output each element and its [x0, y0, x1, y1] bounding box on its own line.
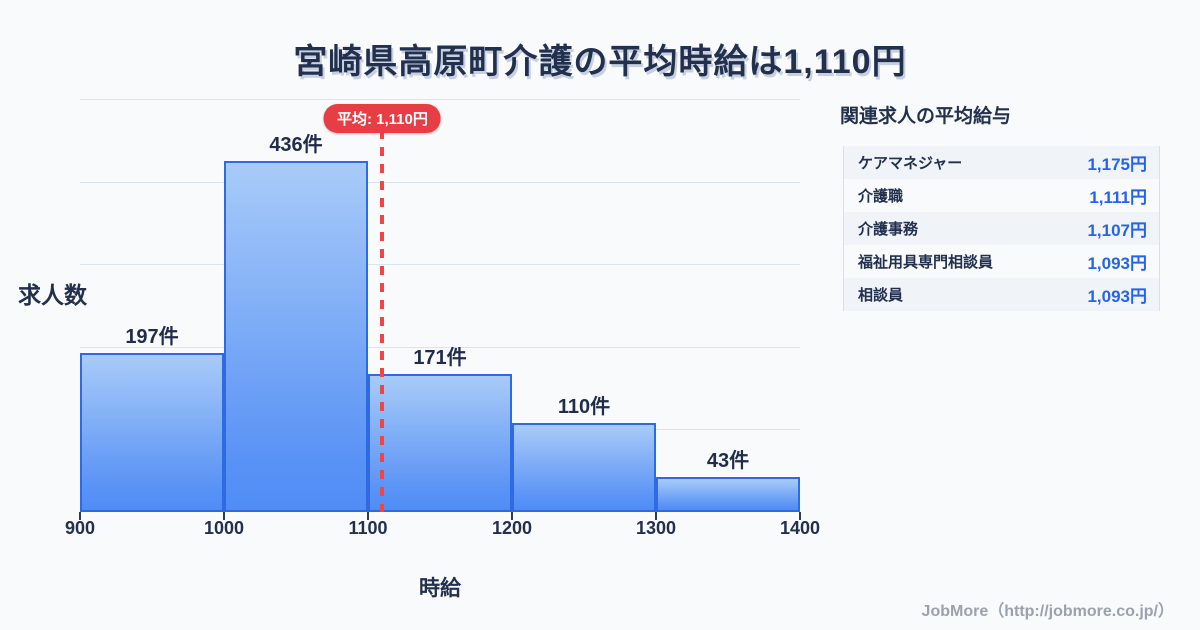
related-job-label: 介護事務 [858, 221, 919, 238]
related-job-value: 1,111円 [1089, 188, 1147, 207]
related-job-row: 福祉用具専門相談員 1,093円 [844, 245, 1159, 278]
gridline [80, 346, 800, 348]
bar-value-label: 171件 [413, 347, 467, 369]
related-job-label: ケアマネジャー [858, 155, 963, 172]
related-job-row: ケアマネジャー 1,175円 [844, 146, 1159, 179]
related-job-value: 1,093円 [1087, 254, 1147, 273]
gridline [80, 181, 800, 183]
y-axis-label: 求人数 [18, 282, 87, 308]
related-job-row: 相談員 1,093円 [844, 278, 1159, 311]
side-panel-title: 関連求人の平均給与 [840, 106, 1012, 127]
histogram-bar [512, 423, 656, 512]
related-job-label: 介護職 [858, 188, 904, 205]
gridline [80, 99, 800, 100]
x-axis-tick [655, 512, 657, 520]
x-axis-tick-label: 1400 [779, 518, 821, 538]
related-job-label: 相談員 [858, 287, 904, 304]
related-job-value: 1,107円 [1087, 221, 1147, 240]
x-axis-tick-label: 1000 [203, 518, 245, 538]
x-axis-tick-label: 1100 [348, 518, 388, 538]
bar-value-label: 110件 [557, 396, 611, 418]
mean-value-badge: 平均: 1,110円 [323, 104, 441, 133]
histogram-bar [368, 374, 512, 512]
histogram-plot-area: 197件 436件 171件 110件 43件 900 1000 1100 1200 1300 14… [65, 99, 820, 538]
related-job-label: 福祉用具専門相談員 [858, 254, 994, 271]
related-job-row: 介護職 1,111円 [844, 179, 1159, 212]
histogram-bar [80, 353, 224, 512]
x-axis-tick [223, 512, 225, 520]
x-axis-tick [511, 512, 513, 520]
histogram-bar [656, 477, 800, 512]
x-axis-tick [799, 512, 801, 520]
x-axis-label: 時給 [419, 577, 461, 600]
bar-value-label: 197件 [125, 326, 179, 348]
x-axis-tick-label: 1200 [491, 518, 533, 538]
footer-credit: JobMore（http://jobmore.co.jp/） [921, 603, 1174, 620]
x-axis-tick [79, 512, 81, 520]
related-job-value: 1,175円 [1087, 155, 1147, 174]
bar-value-label: 43件 [706, 450, 750, 472]
histogram-bar [224, 161, 368, 512]
gridline [80, 264, 800, 266]
mean-dashed-line [380, 130, 385, 512]
bar-value-label: 436件 [269, 134, 323, 156]
related-job-value: 1,093円 [1087, 287, 1147, 306]
x-axis-tick-label: 900 [64, 518, 96, 538]
x-axis-tick-label: 1300 [635, 518, 677, 538]
page-title: 宮崎県高原町介護の平均時給は1,110円 [293, 43, 907, 81]
related-jobs-table: ケアマネジャー 1,175円介護職 1,111円介護事務 1,107円福祉用具専門相談… [843, 146, 1160, 311]
x-axis-tick [367, 512, 369, 520]
related-job-row: 介護事務 1,107円 [844, 212, 1159, 245]
